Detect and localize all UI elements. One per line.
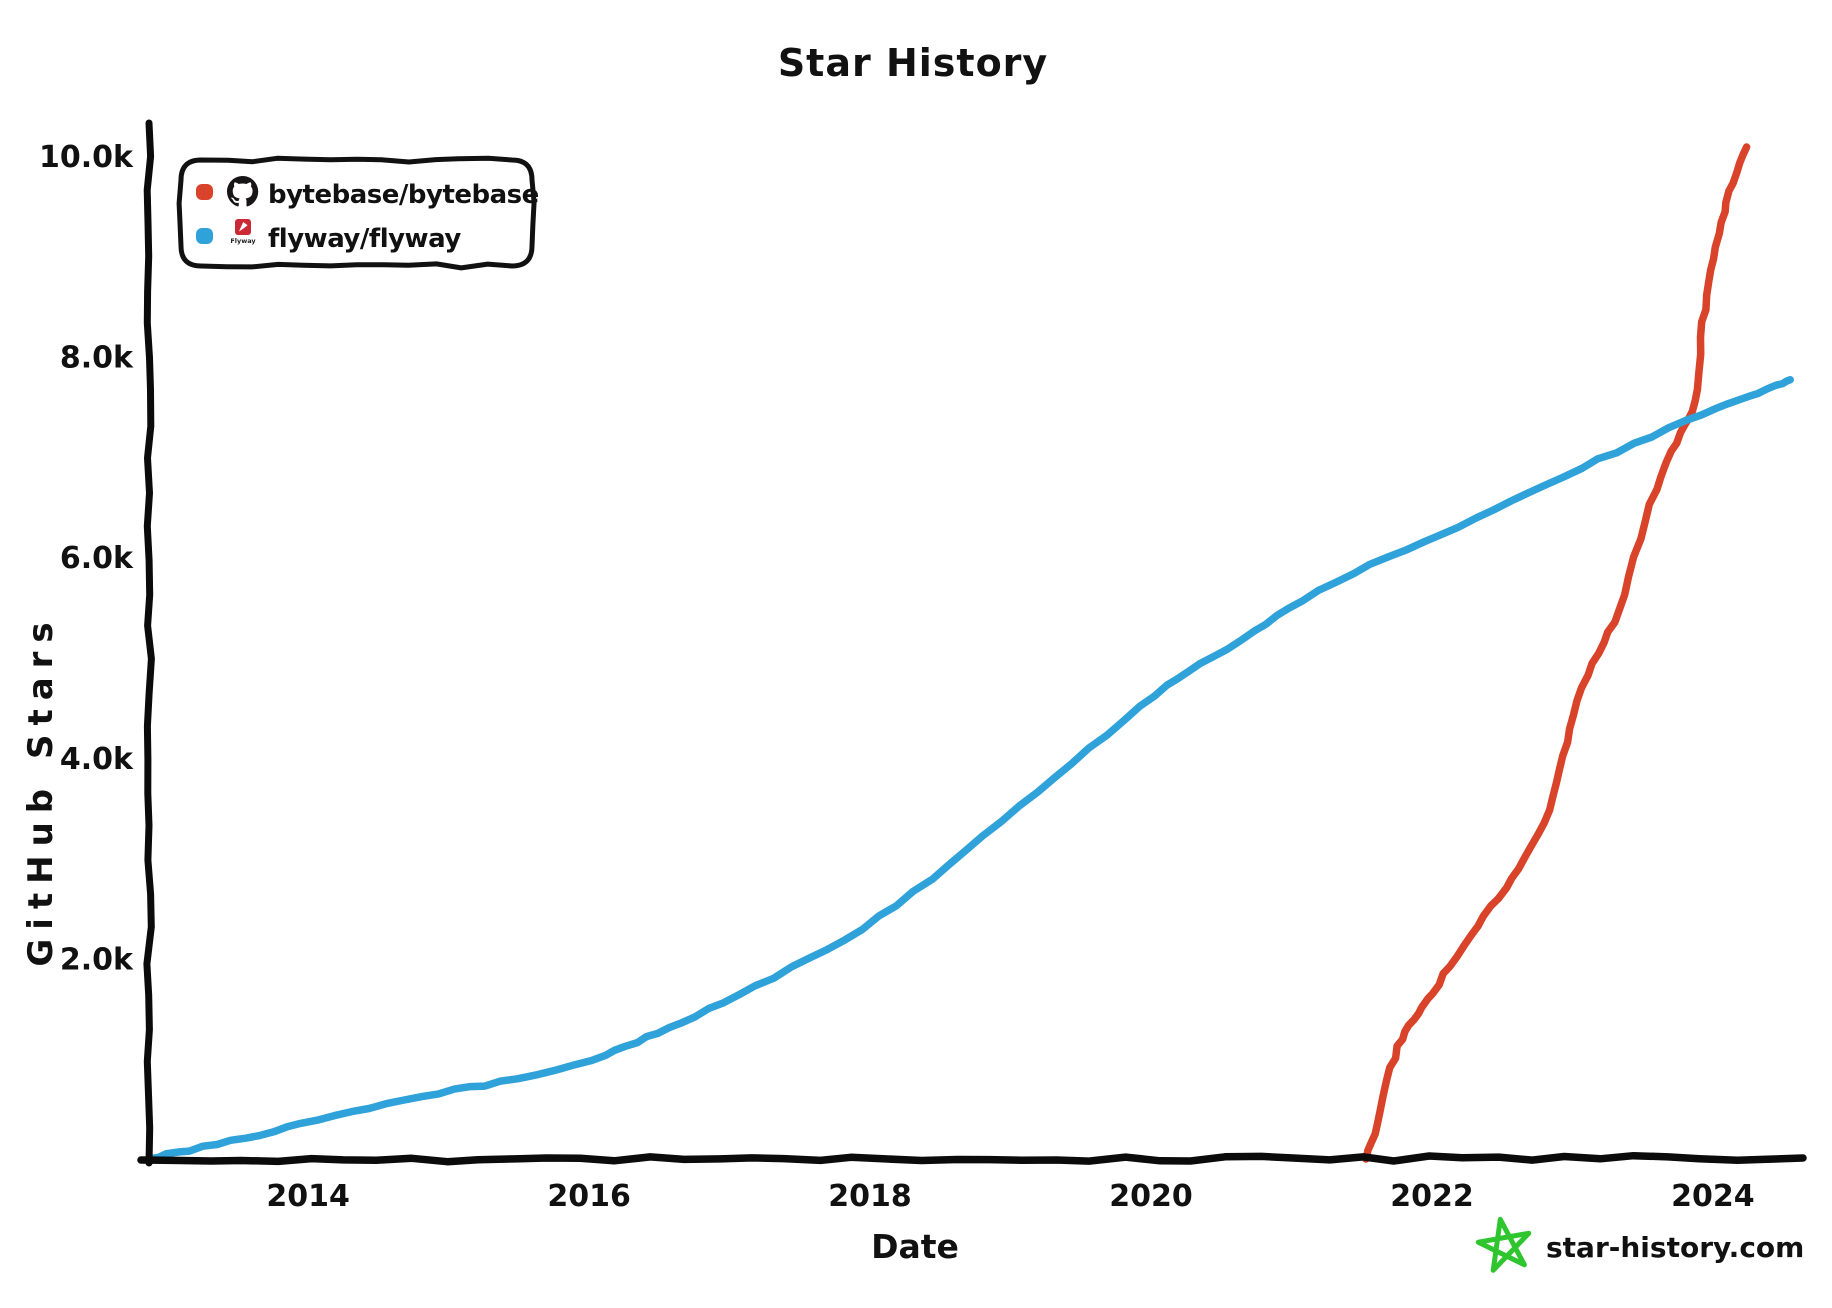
bytebase-color-swatch — [196, 184, 213, 200]
flyway-logo-icon: Flyway — [230, 219, 256, 245]
y-tick-label-8.0k: 8.0k — [60, 341, 134, 376]
series-line-flyway — [145, 375, 1794, 1162]
legend-label-bytebase: bytebase/bytebase — [268, 180, 539, 210]
y-tick-labels: 2.0k 4.0k 6.0k 8.0k 10.0k — [39, 140, 134, 977]
y-tick-label-2.0k: 2.0k — [60, 942, 134, 977]
legend-label-flyway: flyway/flyway — [268, 224, 461, 254]
legend-border — [176, 155, 537, 271]
x-axis-line — [137, 1151, 1807, 1166]
y-axis-label: GitHub Stars — [21, 613, 61, 966]
legend-item-flyway[interactable]: Flyway flyway/flyway — [196, 219, 462, 254]
x-axis-label: Date — [871, 1227, 959, 1266]
y-tick-label-6.0k: 6.0k — [60, 541, 134, 576]
x-tick-label-2014: 2014 — [266, 1179, 350, 1214]
flyway-color-swatch — [196, 228, 213, 244]
x-tick-label-2024: 2024 — [1671, 1179, 1755, 1214]
y-tick-label-4.0k: 4.0k — [60, 742, 134, 777]
svg-text:Flyway: Flyway — [230, 237, 256, 245]
x-tick-label-2018: 2018 — [828, 1179, 912, 1214]
series-line-bytebase — [1362, 143, 1751, 1163]
legend: bytebase/bytebase Flyway flyway/flyway — [176, 155, 539, 271]
axes — [137, 119, 1807, 1167]
watermark-link[interactable]: star-history.com — [1475, 1216, 1804, 1273]
y-tick-label-10.0k: 10.0k — [39, 140, 134, 175]
github-octocat-icon — [227, 176, 259, 207]
x-tick-label-2020: 2020 — [1109, 1179, 1193, 1214]
legend-item-bytebase[interactable]: bytebase/bytebase — [196, 176, 539, 210]
chart-title: Star History — [778, 41, 1048, 85]
x-tick-label-2016: 2016 — [547, 1179, 631, 1214]
watermark-label: star-history.com — [1546, 1231, 1804, 1264]
star-icon — [1475, 1216, 1532, 1273]
series-lines — [145, 143, 1794, 1163]
x-tick-label-2022: 2022 — [1390, 1179, 1474, 1214]
x-tick-labels: 2014 2016 2018 2020 2022 2024 — [266, 1179, 1754, 1214]
y-axis-line — [143, 119, 155, 1167]
